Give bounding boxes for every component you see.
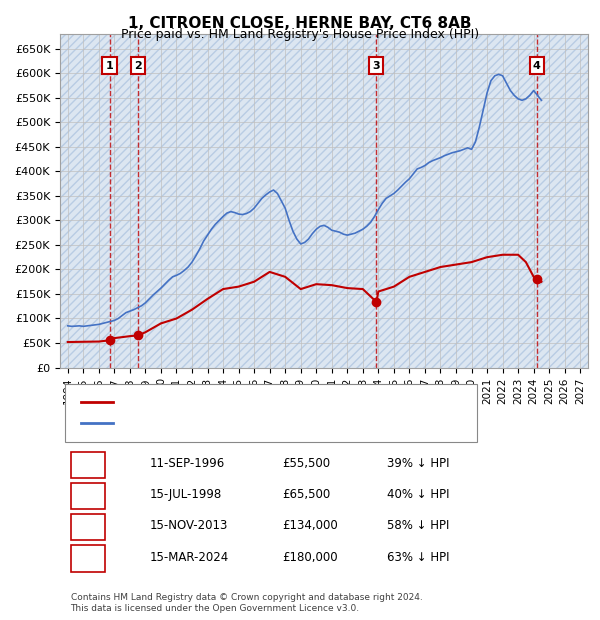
Text: 11-SEP-1996: 11-SEP-1996 bbox=[150, 457, 225, 470]
Text: HPI: Average price, detached house, Canterbury: HPI: Average price, detached house, Cant… bbox=[124, 418, 387, 428]
Text: 3: 3 bbox=[373, 61, 380, 71]
Text: 2: 2 bbox=[134, 61, 142, 71]
Text: 3: 3 bbox=[83, 520, 91, 533]
FancyBboxPatch shape bbox=[71, 545, 105, 572]
Text: 1: 1 bbox=[106, 61, 113, 71]
Text: 58% ↓ HPI: 58% ↓ HPI bbox=[388, 520, 450, 533]
Text: 4: 4 bbox=[83, 551, 91, 564]
Text: Price paid vs. HM Land Registry's House Price Index (HPI): Price paid vs. HM Land Registry's House … bbox=[121, 28, 479, 41]
Text: 15-JUL-1998: 15-JUL-1998 bbox=[150, 489, 222, 501]
Text: 1, CITROEN CLOSE, HERNE BAY, CT6 8AB: 1, CITROEN CLOSE, HERNE BAY, CT6 8AB bbox=[128, 16, 472, 30]
Text: 1: 1 bbox=[83, 457, 91, 470]
Text: 39% ↓ HPI: 39% ↓ HPI bbox=[388, 457, 450, 470]
Text: £55,500: £55,500 bbox=[282, 457, 330, 470]
Text: £134,000: £134,000 bbox=[282, 520, 338, 533]
Text: 1, CITROEN CLOSE, HERNE BAY, CT6 8AB (detached house): 1, CITROEN CLOSE, HERNE BAY, CT6 8AB (de… bbox=[124, 397, 447, 407]
Text: 15-MAR-2024: 15-MAR-2024 bbox=[150, 551, 229, 564]
Text: 2: 2 bbox=[83, 489, 91, 501]
Text: £180,000: £180,000 bbox=[282, 551, 337, 564]
Text: 40% ↓ HPI: 40% ↓ HPI bbox=[388, 489, 450, 501]
Text: 4: 4 bbox=[533, 61, 541, 71]
FancyBboxPatch shape bbox=[60, 34, 588, 368]
Text: Contains HM Land Registry data © Crown copyright and database right 2024.
This d: Contains HM Land Registry data © Crown c… bbox=[71, 593, 422, 613]
FancyBboxPatch shape bbox=[71, 514, 105, 541]
FancyBboxPatch shape bbox=[71, 451, 105, 478]
Text: 63% ↓ HPI: 63% ↓ HPI bbox=[388, 551, 450, 564]
FancyBboxPatch shape bbox=[65, 384, 477, 442]
Text: 15-NOV-2013: 15-NOV-2013 bbox=[150, 520, 228, 533]
FancyBboxPatch shape bbox=[71, 483, 105, 509]
Text: £65,500: £65,500 bbox=[282, 489, 330, 501]
